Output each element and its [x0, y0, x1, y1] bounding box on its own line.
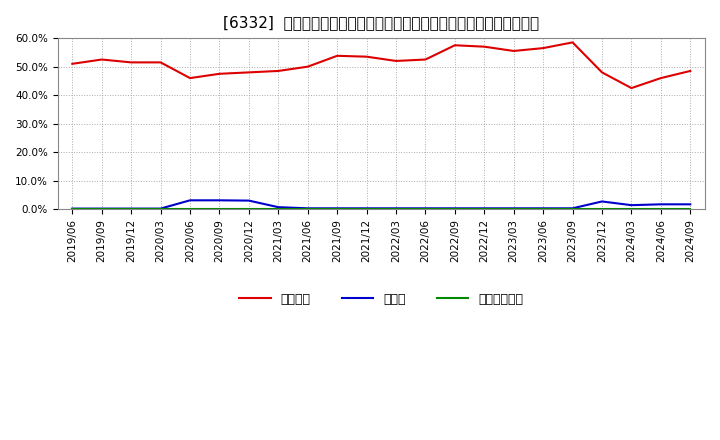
繰延税金資産 [421, 206, 430, 212]
自己資本 [333, 53, 341, 59]
繰延税金資産 [274, 206, 283, 212]
Legend: 自己資本, のれん, 繰延税金資産: 自己資本, のれん, 繰延税金資産 [235, 288, 528, 311]
のれん [627, 202, 636, 208]
自己資本 [362, 54, 371, 59]
のれん [686, 202, 695, 207]
繰延税金資産 [627, 206, 636, 212]
のれん [362, 205, 371, 211]
のれん [274, 205, 283, 210]
のれん [421, 205, 430, 211]
自己資本 [68, 61, 76, 66]
自己資本 [392, 59, 400, 64]
自己資本 [510, 48, 518, 54]
自己資本 [421, 57, 430, 62]
繰延税金資産 [392, 206, 400, 212]
のれん [186, 198, 194, 203]
のれん [68, 206, 76, 211]
のれん [451, 205, 459, 211]
繰延税金資産 [245, 206, 253, 212]
自己資本 [686, 68, 695, 73]
自己資本 [451, 43, 459, 48]
繰延税金資産 [333, 206, 341, 212]
Line: のれん: のれん [72, 200, 690, 209]
繰延税金資産 [127, 206, 135, 212]
自己資本 [127, 60, 135, 65]
のれん [156, 206, 165, 211]
自己資本 [539, 45, 547, 51]
繰延税金資産 [68, 206, 76, 212]
のれん [568, 205, 577, 211]
自己資本 [186, 75, 194, 81]
のれん [127, 206, 135, 211]
繰延税金資産 [598, 206, 606, 212]
繰延税金資産 [362, 206, 371, 212]
繰延税金資産 [215, 206, 224, 212]
繰延税金資産 [480, 206, 489, 212]
のれん [539, 205, 547, 211]
繰延税金資産 [568, 206, 577, 212]
自己資本 [480, 44, 489, 49]
繰延税金資産 [156, 206, 165, 212]
自己資本 [245, 70, 253, 75]
Title: [6332]  自己資本、のれん、繰延税金資産の総資産に対する比率の推移: [6332] 自己資本、のれん、繰延税金資産の総資産に対する比率の推移 [223, 15, 539, 30]
自己資本 [215, 71, 224, 77]
のれん [480, 205, 489, 211]
のれん [303, 205, 312, 211]
繰延税金資産 [686, 206, 695, 212]
繰延税金資産 [303, 206, 312, 212]
繰延税金資産 [657, 206, 665, 212]
のれん [97, 206, 106, 211]
自己資本 [97, 57, 106, 62]
自己資本 [598, 70, 606, 75]
自己資本 [627, 85, 636, 91]
のれん [333, 205, 341, 211]
繰延税金資産 [186, 206, 194, 212]
自己資本 [156, 60, 165, 65]
のれん [657, 202, 665, 207]
のれん [215, 198, 224, 203]
のれん [510, 205, 518, 211]
繰延税金資産 [451, 206, 459, 212]
Line: 自己資本: 自己資本 [72, 42, 690, 88]
自己資本 [657, 75, 665, 81]
繰延税金資産 [510, 206, 518, 212]
のれん [245, 198, 253, 203]
自己資本 [303, 64, 312, 70]
自己資本 [568, 40, 577, 45]
繰延税金資産 [539, 206, 547, 212]
のれん [392, 205, 400, 211]
自己資本 [274, 68, 283, 73]
繰延税金資産 [97, 206, 106, 212]
のれん [598, 199, 606, 204]
